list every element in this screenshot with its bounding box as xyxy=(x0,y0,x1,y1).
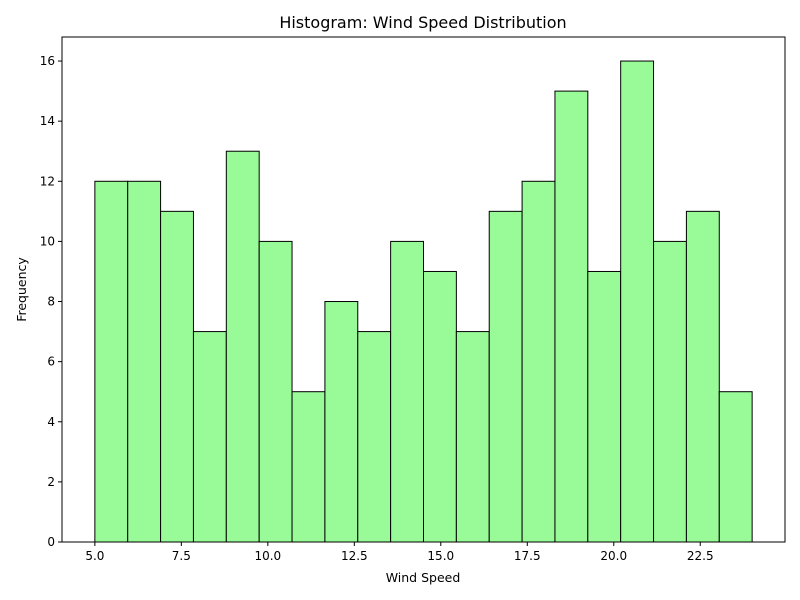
y-tick-label: 8 xyxy=(47,295,55,309)
histogram-bar xyxy=(324,301,359,543)
chart-title: Histogram: Wind Speed Distribution xyxy=(279,13,566,32)
y-tick-label: 2 xyxy=(47,475,55,489)
plot-frame xyxy=(61,36,786,543)
x-tick-label: 10.0 xyxy=(254,549,281,563)
histogram-bar xyxy=(718,391,753,543)
histogram-bar xyxy=(94,180,129,543)
histogram-bar xyxy=(357,331,392,543)
y-tick-label: 10 xyxy=(40,234,55,248)
histogram-bar xyxy=(554,90,589,543)
y-tick-label: 0 xyxy=(47,535,55,549)
histogram-bar xyxy=(587,270,622,543)
x-tick-label: 15.0 xyxy=(427,549,454,563)
histogram-bar xyxy=(390,240,424,543)
histogram-bar xyxy=(685,210,720,543)
y-tick-label: 6 xyxy=(47,355,55,369)
x-tick-label: 12.5 xyxy=(341,549,368,563)
histogram-bar xyxy=(620,60,655,543)
x-tick-label: 20.0 xyxy=(600,549,627,563)
histogram-bar xyxy=(488,210,523,543)
y-axis-label: Frequency xyxy=(14,257,29,322)
bars-group xyxy=(94,60,753,543)
x-tick-label: 7.5 xyxy=(172,549,191,563)
x-axis: 5.0 7.5 10.0 12.5 15.0 17.5 20.0 22.5 xyxy=(85,542,714,563)
x-axis-label: Wind Speed xyxy=(386,570,461,585)
histogram-bar xyxy=(192,331,227,543)
y-tick-label: 14 xyxy=(40,114,55,128)
y-tick-label: 16 xyxy=(40,54,55,68)
x-tick-label: 22.5 xyxy=(687,549,714,563)
histogram-bar xyxy=(291,391,326,543)
histogram-bar xyxy=(455,331,490,543)
histogram-bar xyxy=(127,180,162,543)
y-axis: 0 2 4 6 8 10 12 14 16 xyxy=(40,54,62,549)
histogram-bar xyxy=(423,270,457,543)
x-tick-label: 17.5 xyxy=(514,549,541,563)
histogram-bar xyxy=(225,150,260,543)
y-tick-label: 4 xyxy=(47,415,55,429)
x-tick-label: 5.0 xyxy=(85,549,104,563)
histogram-bar xyxy=(160,210,194,543)
y-tick-label: 12 xyxy=(40,174,55,188)
histogram-bar xyxy=(258,240,293,543)
histogram-bar xyxy=(653,240,687,543)
histogram-bar xyxy=(521,180,556,543)
